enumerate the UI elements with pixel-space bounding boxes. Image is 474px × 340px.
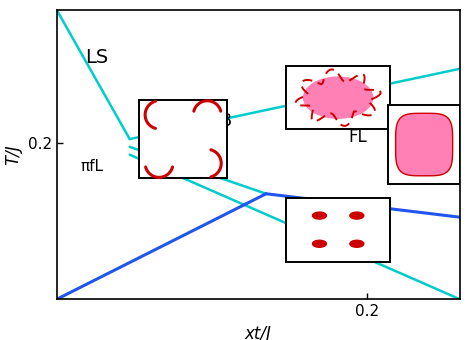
Text: FL: FL	[348, 128, 367, 146]
PathPatch shape	[396, 113, 453, 176]
Text: LS: LS	[85, 48, 108, 67]
Circle shape	[312, 212, 327, 219]
Circle shape	[350, 240, 364, 247]
Text: sfL: sfL	[196, 163, 218, 178]
Circle shape	[350, 212, 364, 219]
Text: uRVB: uRVB	[189, 112, 233, 130]
Ellipse shape	[303, 76, 374, 119]
Text: πfL: πfL	[80, 159, 103, 174]
Bar	[389, 105, 460, 184]
Bar	[286, 66, 390, 129]
Bar	[286, 198, 390, 262]
Circle shape	[312, 240, 327, 247]
X-axis label: xt/J: xt/J	[245, 325, 272, 340]
Y-axis label: T/J: T/J	[4, 144, 22, 165]
Text: SC: SC	[289, 214, 311, 232]
Bar	[139, 100, 228, 178]
